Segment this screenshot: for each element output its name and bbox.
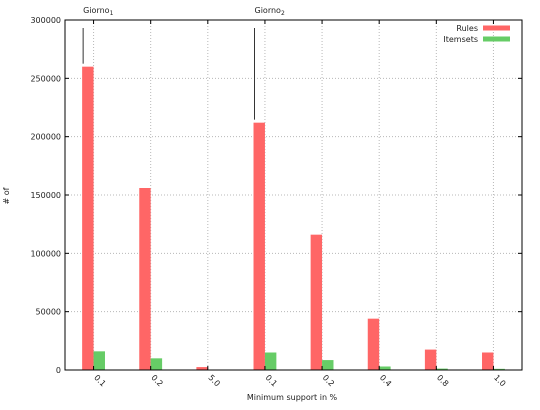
bar-itemsets [493,368,505,370]
y-axis-label: # of [2,187,11,204]
x-tick-label: 0.2 [321,373,336,388]
bar-rules [82,66,94,371]
y-tick-label: 250000 [30,74,61,83]
bar-itemsets [264,352,277,370]
bar-rules [139,188,151,370]
grid-layer [65,20,522,370]
x-tick-label: 1.0 [492,373,507,388]
x-tick-layer: 0.1 0.2 5.0 0.1 0.2 0.4 0.8 1.0 [92,20,507,388]
bar-layer [82,66,505,371]
legend-label: Rules [456,24,478,33]
x-tick-label: 0.2 [149,373,164,388]
bar-itemsets [93,351,105,370]
y-tick-label: 300000 [30,16,61,25]
x-tick-label: 5.0 [206,373,221,388]
y-tick-label: 50000 [36,308,61,317]
bar-itemsets [322,360,334,370]
group-label-text: Giorno [83,6,110,15]
bar-rules [367,318,380,370]
y-tick-label: 200000 [30,133,61,142]
y-tick-label: 150000 [30,191,61,200]
y-tick-label: 0 [56,366,61,375]
y-tick-label: 100000 [30,249,61,258]
x-tick-label: 0.1 [264,373,279,388]
x-tick-label: 0.4 [378,373,393,388]
legend-label: Itemsets [443,35,478,44]
bar-itemsets [150,358,163,370]
legend-swatch-itemsets [483,36,510,42]
x-tick-label: 0.8 [435,373,450,388]
group-label: Giorno1 [83,6,113,17]
group-label-text: Giorno [255,6,282,15]
bar-rules [310,234,323,370]
group-label-subscript: 1 [110,10,114,17]
bar-rules [482,352,494,370]
group-label: Giorno2 [255,6,285,17]
bar-rules [196,367,208,370]
bar-itemsets [436,368,448,370]
bar-itemsets [379,366,391,370]
bar-rules [424,349,437,370]
legend: Rules Itemsets [443,24,510,44]
group-annotation-layer: Giorno1 Giorno2 [82,6,285,120]
group-label-subscript: 2 [281,10,285,17]
bar-rules [253,122,265,371]
x-tick-label: 0.1 [92,373,107,388]
y-tick-layer: 0 50000 100000 150000 200000 250000 300000 [30,16,522,375]
legend-swatch-rules [483,25,510,31]
x-axis-label: Minimum support in % [247,393,338,402]
